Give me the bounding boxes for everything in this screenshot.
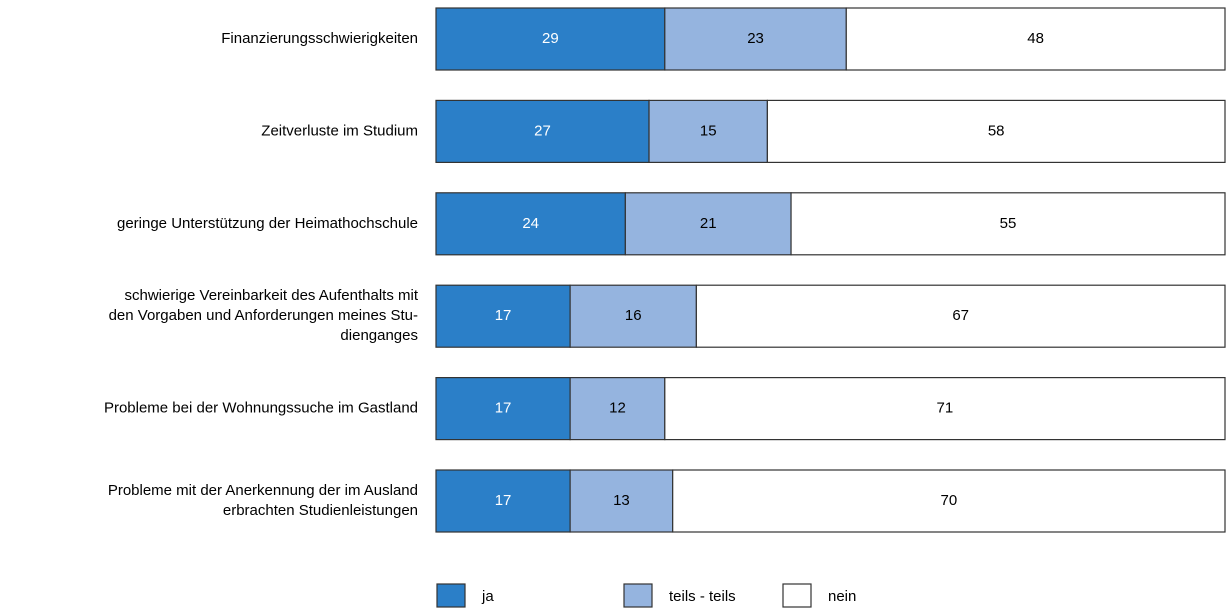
value-label: 70: [941, 492, 958, 509]
value-label: 27: [534, 122, 551, 139]
legend-swatch: [436, 583, 466, 608]
bar-segment: [664, 7, 847, 71]
legend-label: ja: [481, 588, 494, 605]
value-label: 21: [700, 215, 717, 232]
category-label: geringe Unterstützung der Heimathochschu…: [117, 215, 418, 232]
value-label: 24: [522, 215, 539, 232]
value-label: 55: [1000, 215, 1017, 232]
value-label: 12: [609, 400, 626, 417]
value-label: 29: [542, 30, 559, 47]
value-label: 48: [1027, 30, 1044, 47]
bar-segment: [435, 7, 666, 71]
value-label: 17: [495, 492, 512, 509]
category-label: Zeitverluste im Studium: [261, 122, 418, 139]
value-label: 58: [988, 122, 1005, 139]
legend-swatch: [782, 583, 812, 608]
bar-segment: [569, 469, 674, 533]
value-label: 23: [747, 30, 764, 47]
legend-label: teils - teils: [669, 588, 736, 605]
category-label: Probleme mit der Anerkennung der im Ausl…: [108, 482, 418, 519]
value-label: 71: [937, 400, 954, 417]
bar-segment: [435, 284, 571, 348]
value-label: 16: [625, 307, 642, 324]
bar-segment: [695, 284, 1226, 348]
bar-segment: [648, 99, 768, 164]
bar-segment: [435, 469, 571, 533]
value-label: 17: [495, 400, 512, 417]
category-label: Finanzierungsschwierigkeiten: [221, 30, 418, 47]
value-label: 13: [613, 492, 630, 509]
bar-segment: [435, 377, 571, 441]
bar-segment: [435, 192, 626, 256]
bar-segment: [766, 99, 1226, 164]
bar-segment: [672, 469, 1226, 533]
value-label: 17: [495, 307, 512, 324]
category-label: schwierige Vereinbarkeit des Aufenthalts…: [109, 287, 419, 344]
category-label: Probleme bei der Wohnungssuche im Gastla…: [104, 400, 418, 417]
bar-segment: [569, 377, 666, 441]
value-label: 67: [952, 307, 969, 324]
bar-segment: [435, 99, 650, 164]
value-label: 15: [700, 122, 717, 139]
bar-segment: [845, 7, 1226, 71]
bar-segment: [664, 377, 1226, 441]
legend-swatch: [623, 583, 653, 608]
bar-segment: [624, 192, 792, 256]
bar-segment: [790, 192, 1226, 256]
legend-label: nein: [828, 588, 856, 605]
